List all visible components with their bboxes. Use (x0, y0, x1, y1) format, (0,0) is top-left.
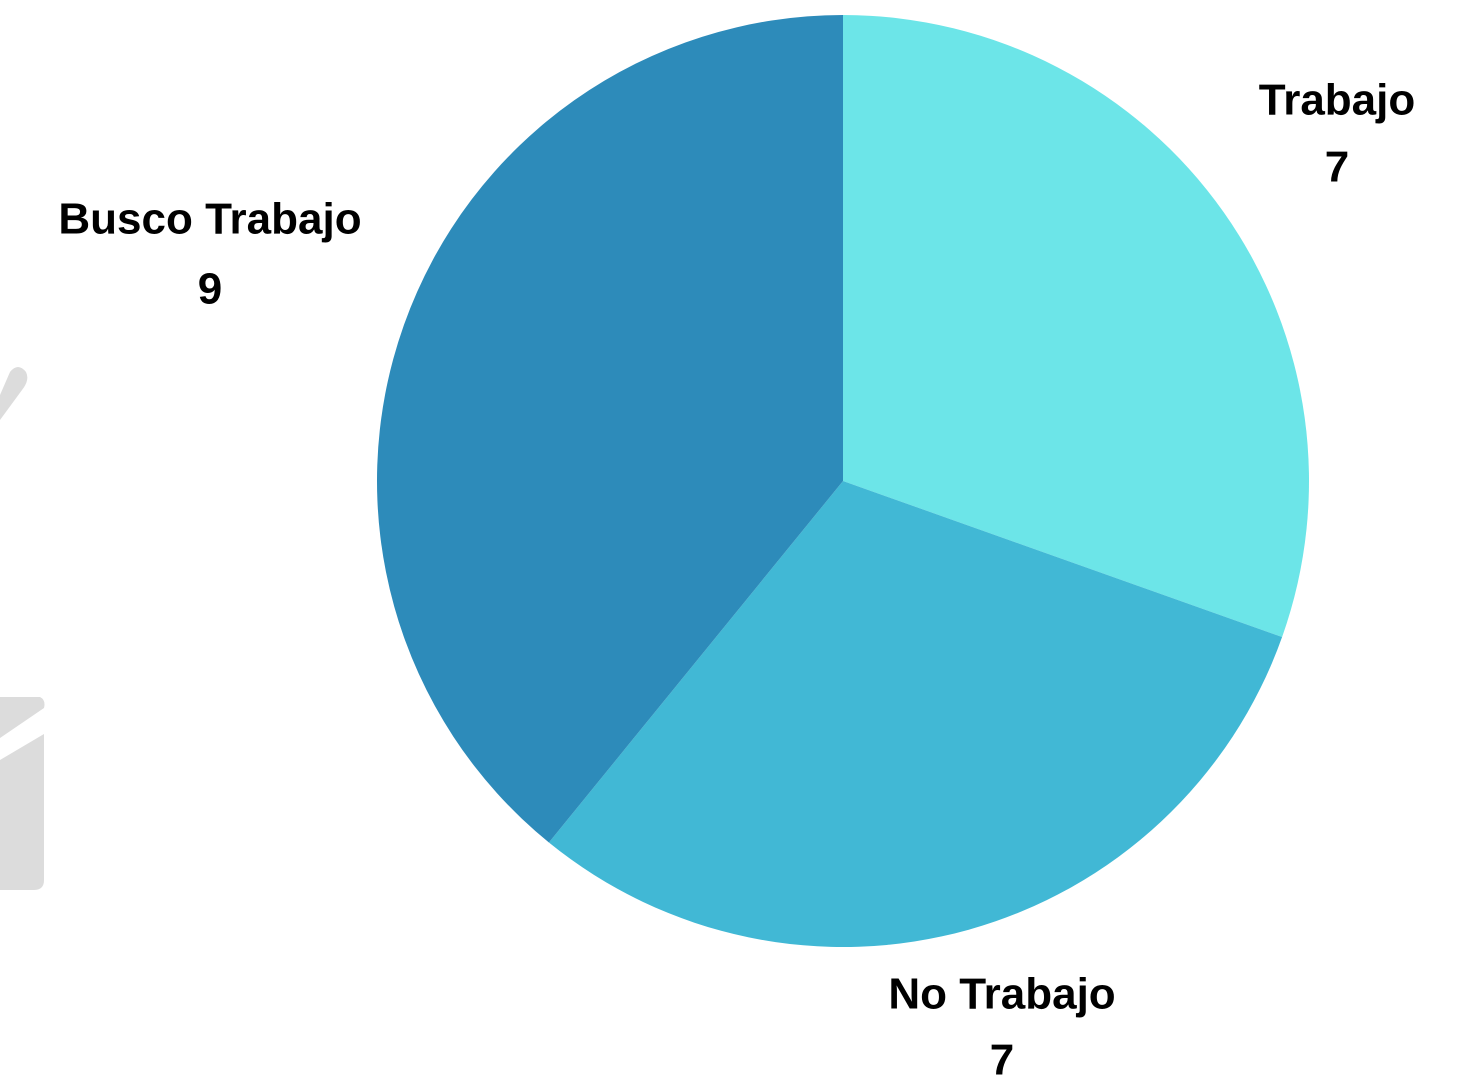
pie-slice (377, 15, 843, 843)
pie-slice (548, 481, 1283, 947)
labels: Trabajo 7 No Trabajo 7 Busco Trabajo 9 (58, 76, 1415, 1085)
slice-label: No Trabajo (888, 970, 1115, 1019)
slice-label: Trabajo (1259, 76, 1416, 125)
decoration (0, 367, 45, 890)
decor-stroke (0, 367, 28, 420)
slice-value: 7 (990, 1036, 1014, 1085)
slice-value: 9 (198, 265, 222, 314)
slice-value: 7 (1325, 143, 1349, 192)
pie (377, 15, 1309, 947)
slice-label: Busco Trabajo (58, 195, 361, 244)
decor-box (0, 697, 45, 890)
pie-slice (843, 15, 1309, 638)
